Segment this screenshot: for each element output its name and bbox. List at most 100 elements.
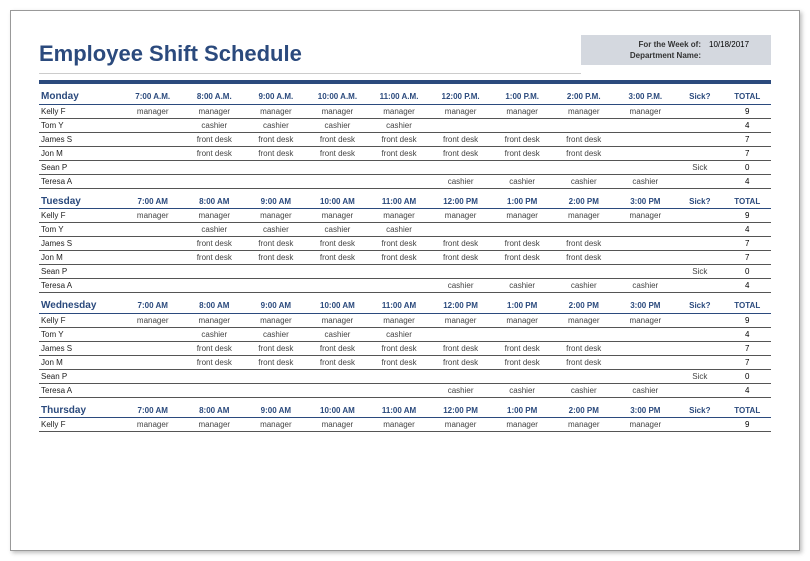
time-header: 1:00 PM <box>491 404 553 418</box>
shift-cell <box>615 341 677 355</box>
day-name-header: Tuesday <box>39 195 122 209</box>
table-row: Teresa Acashiercashiercashiercashier4 <box>39 174 771 188</box>
shift-cell <box>491 369 553 383</box>
day-header-row: Monday7:00 A.M.8:00 A.M.9:00 A.M.10:00 A… <box>39 90 771 104</box>
time-header: 2:00 PM <box>553 299 615 313</box>
shift-cell <box>430 118 492 132</box>
total-cell: 7 <box>723 132 771 146</box>
total-cell: 0 <box>723 369 771 383</box>
employee-name: Teresa A <box>39 279 122 293</box>
shift-cell: manager <box>430 104 492 118</box>
time-header: 11:00 AM <box>368 195 430 209</box>
shift-cell: manager <box>307 209 369 223</box>
shift-cell: cashier <box>491 279 553 293</box>
table-row: Teresa Acashiercashiercashiercashier4 <box>39 383 771 397</box>
shift-cell <box>122 265 184 279</box>
shift-cell <box>122 341 184 355</box>
shift-cell: front desk <box>245 251 307 265</box>
shift-cell <box>245 383 307 397</box>
days-container: Monday7:00 A.M.8:00 A.M.9:00 A.M.10:00 A… <box>39 90 771 432</box>
meta-week-label: For the Week of: <box>587 40 709 49</box>
shift-cell: manager <box>491 209 553 223</box>
sick-cell <box>676 341 723 355</box>
total-cell: 4 <box>723 327 771 341</box>
employee-name: Teresa A <box>39 174 122 188</box>
shift-cell: manager <box>430 418 492 432</box>
shift-cell <box>122 251 184 265</box>
shift-cell <box>122 118 184 132</box>
shift-table: Thursday7:00 AM8:00 AM9:00 AM10:00 AM11:… <box>39 404 771 433</box>
meta-dept-label: Department Name: <box>587 51 709 60</box>
employee-name: Tom Y <box>39 327 122 341</box>
shift-cell <box>368 369 430 383</box>
shift-cell <box>122 355 184 369</box>
total-cell: 4 <box>723 174 771 188</box>
shift-cell <box>553 118 615 132</box>
shift-cell: front desk <box>491 146 553 160</box>
shift-cell: manager <box>368 209 430 223</box>
shift-cell: front desk <box>183 146 245 160</box>
shift-cell: cashier <box>307 223 369 237</box>
day-name-header: Wednesday <box>39 299 122 313</box>
table-row: Kelly Fmanagermanagermanagermanagermanag… <box>39 104 771 118</box>
employee-name: Kelly F <box>39 418 122 432</box>
shift-cell <box>615 251 677 265</box>
header-rule <box>39 80 771 84</box>
shift-cell <box>368 265 430 279</box>
shift-cell <box>491 327 553 341</box>
shift-cell: manager <box>615 104 677 118</box>
shift-cell <box>430 327 492 341</box>
shift-cell: front desk <box>183 341 245 355</box>
shift-cell: manager <box>553 418 615 432</box>
sick-cell <box>676 279 723 293</box>
employee-name: James S <box>39 237 122 251</box>
day-name-header: Thursday <box>39 404 122 418</box>
shift-cell <box>122 383 184 397</box>
total-cell: 4 <box>723 383 771 397</box>
shift-cell: manager <box>368 313 430 327</box>
shift-cell <box>183 160 245 174</box>
shift-cell: front desk <box>183 355 245 369</box>
shift-cell <box>615 223 677 237</box>
sick-cell: Sick <box>676 265 723 279</box>
shift-cell <box>245 160 307 174</box>
time-header: 9:00 AM <box>245 404 307 418</box>
shift-cell <box>307 160 369 174</box>
table-row: Jon Mfront deskfront deskfront deskfront… <box>39 251 771 265</box>
sick-header: Sick? <box>676 299 723 313</box>
shift-cell: cashier <box>368 327 430 341</box>
time-header: 9:00 AM <box>245 299 307 313</box>
day-block: Monday7:00 A.M.8:00 A.M.9:00 A.M.10:00 A… <box>39 90 771 189</box>
table-row: Sean PSick0 <box>39 265 771 279</box>
sick-cell <box>676 313 723 327</box>
time-header: 1:00 PM <box>491 299 553 313</box>
shift-cell <box>491 118 553 132</box>
shift-cell: front desk <box>245 341 307 355</box>
shift-cell: front desk <box>553 355 615 369</box>
employee-name: Sean P <box>39 265 122 279</box>
time-header: 7:00 AM <box>122 195 184 209</box>
day-block: Thursday7:00 AM8:00 AM9:00 AM10:00 AM11:… <box>39 404 771 433</box>
sick-cell <box>676 355 723 369</box>
time-header: 2:00 PM <box>553 195 615 209</box>
shift-cell: front desk <box>245 355 307 369</box>
shift-cell <box>430 265 492 279</box>
time-header: 9:00 A.M. <box>245 90 307 104</box>
time-header: 12:00 PM <box>430 404 492 418</box>
shift-cell <box>615 355 677 369</box>
meta-week-line: For the Week of: 10/18/2017 <box>587 39 765 50</box>
sick-cell <box>676 146 723 160</box>
shift-cell <box>368 383 430 397</box>
time-header: 10:00 AM <box>307 195 369 209</box>
sick-cell <box>676 237 723 251</box>
shift-cell <box>491 160 553 174</box>
shift-cell: manager <box>430 209 492 223</box>
shift-cell <box>553 223 615 237</box>
shift-cell: manager <box>491 418 553 432</box>
meta-box: For the Week of: 10/18/2017 Department N… <box>581 35 771 65</box>
shift-cell <box>491 265 553 279</box>
shift-cell <box>245 279 307 293</box>
shift-cell: cashier <box>430 279 492 293</box>
shift-cell <box>368 160 430 174</box>
shift-cell <box>122 279 184 293</box>
